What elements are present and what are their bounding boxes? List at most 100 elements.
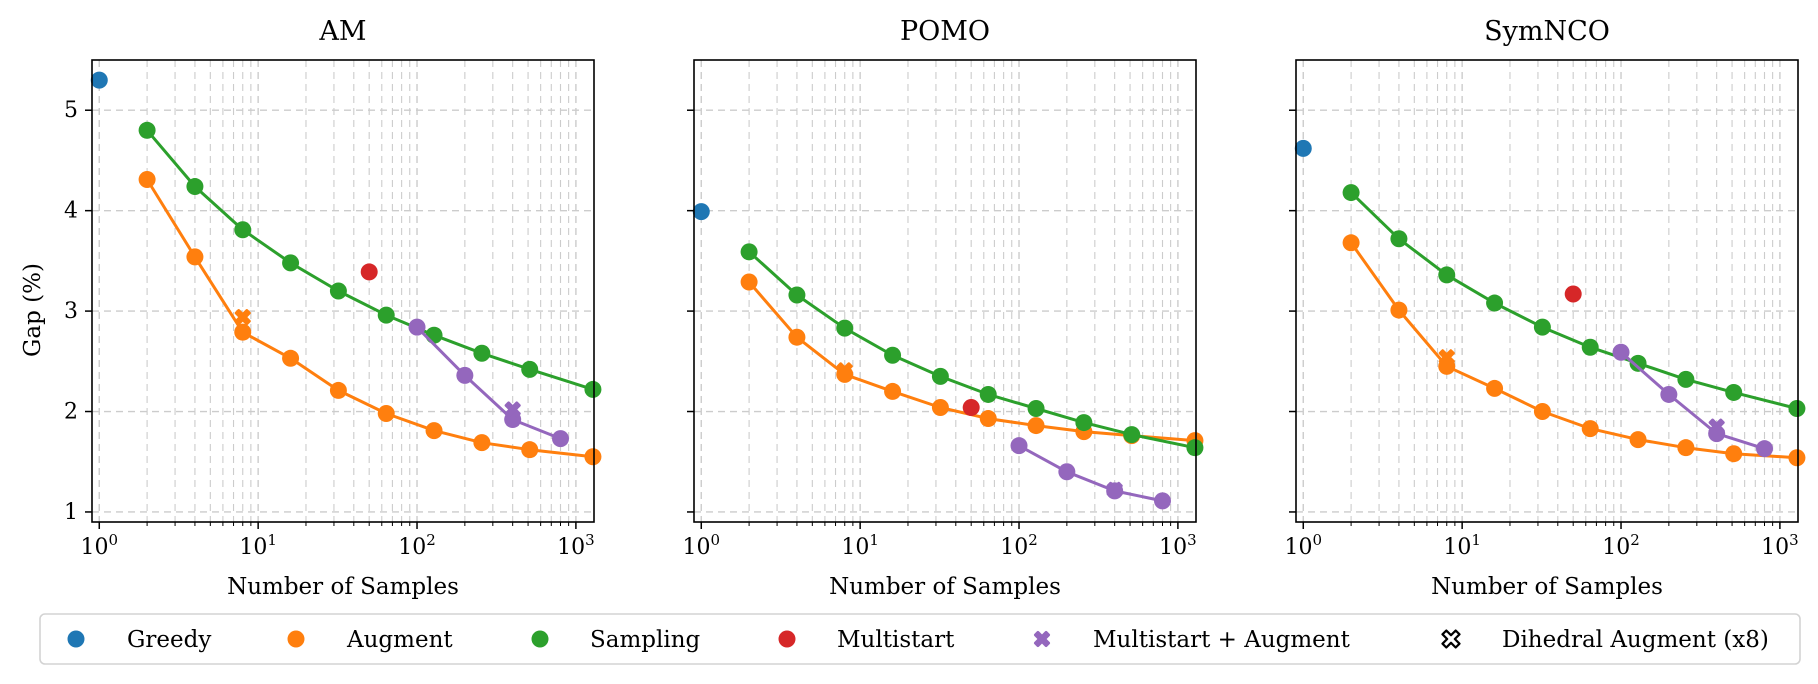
marker-augment xyxy=(138,171,156,189)
marker-augment xyxy=(377,405,395,423)
y-tick-label: 1 xyxy=(64,500,78,525)
series-line-multistart-augment xyxy=(415,325,562,441)
legend-marker-icon xyxy=(287,630,305,648)
marker-multistart-augment xyxy=(1154,492,1172,510)
marker-augment xyxy=(282,349,300,367)
marker-multistart-augment xyxy=(1756,440,1774,458)
marker-sampling xyxy=(521,360,539,378)
subplot-title: AM xyxy=(318,16,366,47)
marker-augment xyxy=(473,434,491,452)
series-line-multistart-augment xyxy=(1619,350,1766,451)
x-ticks: 100 101 102 103 xyxy=(80,522,595,560)
legend-marker-icon xyxy=(778,630,796,648)
y-ticks: 1 2 3 4 5 xyxy=(64,98,92,525)
axes-frame xyxy=(693,59,1197,523)
marker-sampling xyxy=(329,282,347,300)
legend: Greedy Augment Sampling Multistart Multistar… xyxy=(39,613,1801,665)
x-tick-label: 101 xyxy=(841,531,879,560)
marker-sampling xyxy=(1438,266,1456,284)
marker-sampling xyxy=(138,121,156,139)
x-tick-label: 103 xyxy=(1159,531,1197,560)
marker-augment xyxy=(1342,234,1360,252)
marker-multistart xyxy=(1564,285,1582,303)
marker-sampling xyxy=(282,254,300,272)
marker-sampling xyxy=(1788,400,1806,418)
marker-sampling xyxy=(377,306,395,324)
x-axis-label: Number of Samples xyxy=(829,574,1061,600)
marker-multistart-augment xyxy=(1612,343,1630,361)
marker-augment xyxy=(1390,301,1408,319)
marker-dihedral-augment-x8 xyxy=(1106,481,1123,498)
marker-augment xyxy=(329,381,347,399)
subplot-am: 100 101 102 103 1 2 3 4 5 AM Number of Samples xyxy=(64,16,602,600)
x-tick-label: 100 xyxy=(80,531,118,560)
marker-sampling xyxy=(1581,338,1599,356)
marker-sampling xyxy=(979,385,997,403)
marker-augment xyxy=(234,323,252,341)
x-axis-label: Number of Samples xyxy=(227,574,459,600)
legend-item-multistart-augment: Multistart + Augment xyxy=(1033,627,1351,653)
marker-multistart-augment xyxy=(552,430,570,448)
grid xyxy=(694,60,1196,522)
marker-augment xyxy=(1027,417,1045,435)
marker-greedy xyxy=(90,71,108,89)
marker-greedy xyxy=(692,203,710,221)
marker-dihedral-augment-x8 xyxy=(1438,349,1455,366)
marker-augment xyxy=(1629,431,1647,449)
marker-multistart xyxy=(360,263,378,281)
marker-augment xyxy=(1725,445,1743,463)
marker-augment xyxy=(1533,403,1551,421)
marker-sampling xyxy=(1123,426,1141,444)
marker-augment xyxy=(1788,449,1806,467)
x-tick-label: 103 xyxy=(557,531,595,560)
marker-multistart-augment xyxy=(456,366,474,384)
marker-augment xyxy=(740,273,758,291)
marker-sampling xyxy=(1075,414,1093,432)
grid xyxy=(1296,60,1798,522)
marker-sampling xyxy=(1533,318,1551,336)
marker-augment xyxy=(1486,379,1504,397)
legend-label: Dihedral Augment (x8) xyxy=(1502,627,1769,653)
marker-multistart-augment xyxy=(408,318,426,336)
series-line-augment xyxy=(145,178,595,459)
marker-sampling xyxy=(1342,184,1360,202)
marker-augment xyxy=(931,399,949,417)
legend-marker-icon xyxy=(1441,629,1461,649)
marker-sampling xyxy=(234,221,252,239)
marker-dihedral-augment-x8 xyxy=(836,362,853,379)
y-axis-label: Gap (%) xyxy=(20,263,46,357)
x-axis-label: Number of Samples xyxy=(1431,574,1663,600)
x-tick-label: 101 xyxy=(1443,531,1481,560)
marker-sampling xyxy=(1725,383,1743,401)
series-group xyxy=(90,71,602,466)
legend-label: Augment xyxy=(346,627,453,653)
marker-sampling xyxy=(473,344,491,362)
marker-multistart-augment xyxy=(1058,463,1076,481)
x-tick-label: 101 xyxy=(239,531,277,560)
marker-sampling xyxy=(186,178,204,196)
legend-marker-icon xyxy=(67,630,85,648)
legend-label: Multistart + Augment xyxy=(1093,627,1351,653)
marker-augment xyxy=(186,248,204,266)
legend-item-augment: Augment xyxy=(287,627,453,653)
legend-item-sampling: Sampling xyxy=(531,627,701,653)
series-line-sampling xyxy=(145,128,595,391)
y-tick-label: 4 xyxy=(64,199,78,224)
x-tick-label: 103 xyxy=(1761,531,1799,560)
x-tick-label: 100 xyxy=(682,531,720,560)
x-ticks: 100 101 102 103 xyxy=(1284,522,1799,560)
marker-sampling xyxy=(1677,370,1695,388)
marker-sampling xyxy=(931,367,949,385)
marker-multistart xyxy=(962,399,980,417)
marker-dihedral-augment-x8 xyxy=(1708,418,1725,435)
series-line-augment xyxy=(1349,241,1799,460)
marker-greedy xyxy=(1294,139,1312,157)
marker-dihedral-augment-x8 xyxy=(504,401,521,418)
marker-augment xyxy=(788,328,806,346)
x-ticks: 100 101 102 103 xyxy=(682,522,1197,560)
y-ticks xyxy=(687,109,694,513)
axes-frame xyxy=(91,59,595,523)
x-tick-label: 102 xyxy=(1602,531,1640,560)
